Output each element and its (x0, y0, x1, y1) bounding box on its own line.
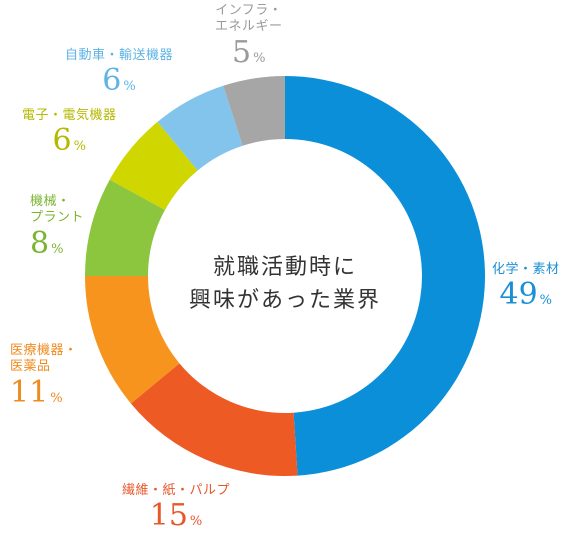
label-chemicals: 化学・素材 49% (492, 262, 560, 313)
donut-slice-4 (109, 121, 198, 210)
label-electronics: 電子・電気機器 6% (22, 108, 117, 159)
label-machinery: 機械・ プラント 8% (30, 194, 84, 261)
label-name: 自動車・輸送機器 (65, 48, 174, 63)
label-percent: 11% (10, 374, 63, 410)
label-medical: 医療機器・ 医薬品 11% (10, 343, 78, 410)
label-name: 繊維・紙・パルプ (122, 483, 231, 498)
donut-slice-0 (285, 76, 485, 476)
donut-slice-5 (157, 85, 243, 171)
label-name: 電子・電気機器 (22, 108, 117, 123)
donut-slice-6 (223, 76, 285, 146)
label-percent: 8% (30, 225, 64, 261)
label-name: 化学・素材 (492, 262, 560, 277)
label-name: プラント (30, 210, 85, 226)
label-name: 医療機器・ (10, 343, 78, 358)
label-infrastructure: インフラ・ エネルギー 5% (215, 3, 283, 70)
label-name: 機械・ (30, 194, 71, 209)
label-percent: 15% (149, 498, 203, 534)
chart-title-line-2: 興味があった業界 (188, 288, 381, 313)
label-percent: 6% (52, 123, 86, 159)
donut-slice-2 (85, 276, 180, 404)
label-percent: 5% (232, 34, 266, 70)
label-automotive: 自動車・輸送機器 6% (65, 48, 173, 99)
label-textiles-paper: 繊維・紙・パルプ 15% (122, 483, 230, 534)
label-percent: 49% (499, 277, 553, 313)
label-name: エネルギー (215, 19, 283, 35)
donut-slice-1 (130, 363, 298, 476)
chart-title-line-1: 就職活動時に (212, 255, 357, 280)
label-name: 医薬品 (10, 359, 51, 375)
label-percent: 6% (102, 63, 136, 99)
label-name: インフラ・ (215, 3, 283, 18)
donut-slice-3 (85, 179, 165, 276)
